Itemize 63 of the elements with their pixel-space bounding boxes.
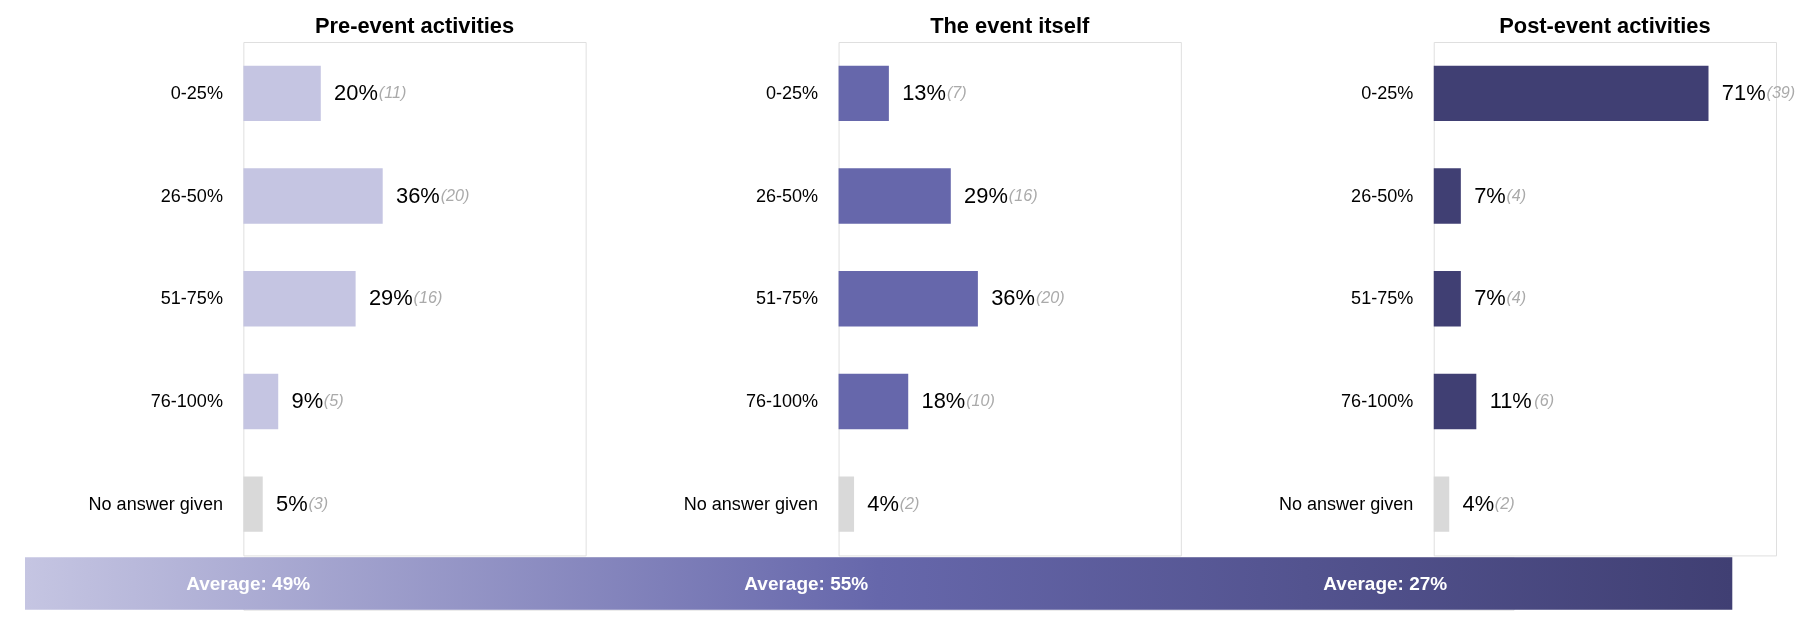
data-label: 4% [867, 490, 899, 516]
data-label: 11% [1489, 388, 1532, 414]
chart-title: The event itself [930, 13, 1090, 39]
y-tick-label: 26-50% [755, 185, 819, 206]
y-tick-label: 26-50% [1351, 185, 1414, 206]
y-tick-label: 76-100% [1341, 391, 1414, 412]
data-label: 20% [334, 80, 378, 106]
chart-title: Post-event activities [1499, 13, 1711, 39]
bar [243, 271, 356, 327]
y-tick-label: No answer given [683, 493, 819, 514]
annotation: (2) [899, 493, 920, 512]
y-tick-label: 51-75% [1351, 288, 1414, 309]
text: Average: 49% [186, 572, 311, 594]
y-tick-label: 0-25% [170, 83, 223, 104]
bar [1433, 373, 1477, 430]
y-tick-label: 0-25% [1361, 83, 1414, 104]
text: (16) [413, 288, 443, 307]
annotation: (2) [1494, 493, 1515, 512]
bar [1433, 271, 1461, 327]
annotation: (5) [323, 391, 344, 410]
data-label: 18% [921, 388, 966, 414]
bar [838, 168, 951, 224]
y-tick-label: 76-100% [150, 391, 223, 412]
bar [838, 65, 889, 122]
annotation: (4) [1506, 185, 1527, 204]
data-label: 29% [368, 285, 413, 311]
data-label: 7% [1474, 182, 1506, 208]
data-label: 9% [291, 388, 324, 414]
data-label: 4% [1462, 490, 1495, 516]
annotation: (7) [946, 83, 967, 102]
y-tick-label: 0-25% [765, 83, 819, 104]
text: (16) [1008, 185, 1038, 204]
annotation: (11) [378, 83, 407, 102]
chart-title: Pre-event activities [314, 13, 515, 39]
text: (20) [440, 185, 470, 204]
data-label: 71% [1721, 80, 1766, 106]
bar [243, 168, 383, 224]
y-tick-label: 76-100% [745, 391, 819, 412]
annotation: (3) [308, 493, 329, 512]
data-label: 7% [1474, 285, 1506, 311]
bar [1433, 65, 1709, 122]
text: Average: 55% [744, 572, 869, 594]
text: Average: 27% [1323, 572, 1448, 594]
bar [243, 65, 321, 122]
annotation: (10) [966, 391, 995, 410]
data-label: 36% [991, 285, 1035, 311]
data-label: 36% [396, 182, 440, 208]
y-tick-label: 51-75% [755, 288, 819, 309]
data-label: 13% [902, 80, 946, 106]
y-tick-label: No answer given [1278, 493, 1414, 514]
bar [1433, 168, 1461, 224]
annotation: (6) [1534, 391, 1555, 410]
bar [243, 373, 279, 430]
bar [838, 271, 978, 327]
annotation: (4) [1506, 288, 1527, 307]
y-tick-label: 51-75% [160, 288, 223, 309]
y-tick-label: 26-50% [160, 185, 223, 206]
bar [838, 373, 909, 430]
data-label: 29% [964, 182, 1008, 208]
y-tick-label: No answer given [88, 493, 223, 514]
data-label: 5% [276, 490, 308, 516]
text: (39) [1766, 83, 1796, 102]
text: (20) [1035, 288, 1065, 307]
